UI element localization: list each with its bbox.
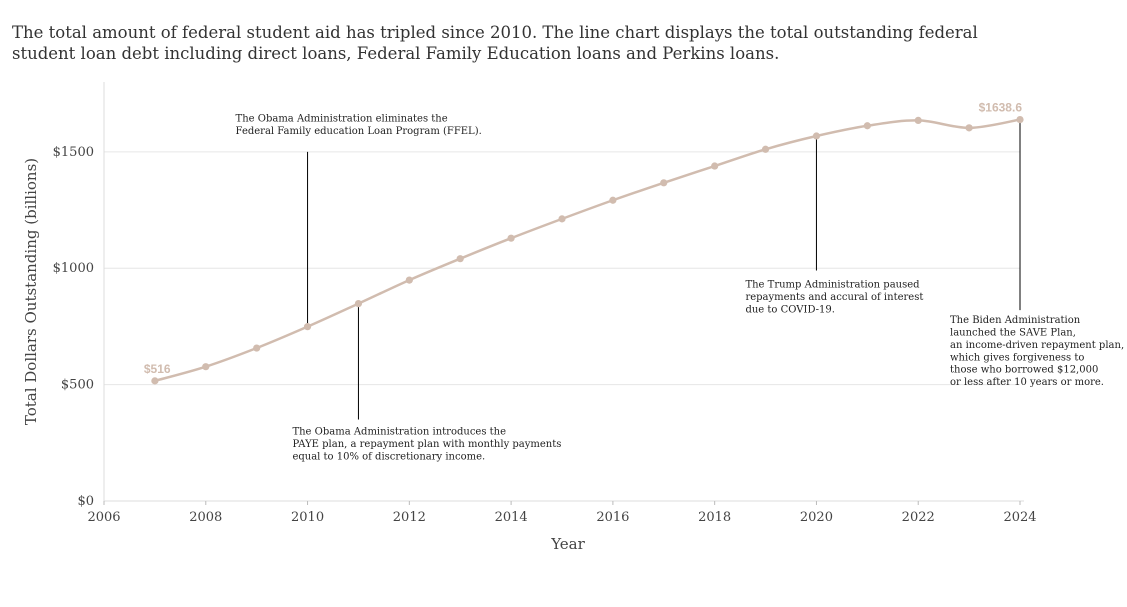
tick-labels: $0 $500 $1000 $1500 2006 2008 2010 2012 2014 2016… <box>53 145 1037 525</box>
data-point <box>507 234 515 242</box>
annotation-text: which gives forgiveness to <box>950 352 1084 363</box>
x-tick-label: 2014 <box>495 510 528 525</box>
point-value-label: $1638.6 <box>979 101 1023 115</box>
data-point <box>1016 115 1024 124</box>
point-labels: $516 $1638.6 <box>144 101 1022 376</box>
data-series <box>151 115 1024 385</box>
data-point <box>354 300 363 308</box>
x-tick-label: 2018 <box>698 510 731 525</box>
series-line <box>154 118 1021 383</box>
annotation-text: repayments and accural of interest <box>745 292 923 303</box>
annotation-text: equal to 10% of discretionary income. <box>292 451 485 462</box>
data-point <box>863 122 871 130</box>
annotation-text: The Biden Administration <box>950 315 1081 326</box>
annotation-text: The Trump Administration paused <box>745 280 920 291</box>
data-point <box>660 179 668 187</box>
x-tick-label: 2022 <box>902 510 935 525</box>
y-tick-label: $1000 <box>53 261 94 276</box>
data-point <box>558 215 566 223</box>
data-point <box>914 116 922 125</box>
data-point <box>202 363 210 371</box>
annotation-text: or less after 10 years or more. <box>950 377 1104 388</box>
x-axis-title: Year <box>550 535 585 553</box>
data-point <box>405 276 413 284</box>
annotation-text: due to COVID-19. <box>745 304 835 315</box>
x-tick-label: 2008 <box>189 510 222 525</box>
x-tick-label: 2020 <box>800 510 833 525</box>
annotation-text: launched the SAVE Plan, <box>950 328 1076 339</box>
y-tick-label: $1500 <box>53 145 94 160</box>
annotation-text: those who borrowed $12,000 <box>950 365 1098 376</box>
data-point <box>965 124 973 132</box>
chart-headline: The total amount of federal student aid … <box>12 23 978 63</box>
annotation-text: PAYE plan, a repayment plan with monthly… <box>292 439 561 450</box>
x-tick-label: 2024 <box>1003 510 1036 525</box>
annotation-text: The Obama Administration introduces the <box>292 427 506 438</box>
data-point <box>812 132 821 140</box>
annotation-text: The Obama Administration eliminates the <box>236 113 448 124</box>
y-axis-title: Total Dollars Outstanding (billions) <box>22 158 40 425</box>
data-point <box>711 162 719 170</box>
x-tick-label: 2016 <box>596 510 629 525</box>
annotation-text: an income-driven repayment plan, <box>950 340 1124 351</box>
axes <box>103 82 1024 505</box>
point-value-label: $516 <box>144 362 171 376</box>
x-tick-label: 2006 <box>87 510 120 525</box>
x-tick-label: 2012 <box>393 510 426 525</box>
data-point <box>303 323 312 331</box>
y-tick-label: $0 <box>77 494 94 509</box>
data-point <box>456 255 464 263</box>
x-tick-label: 2010 <box>291 510 324 525</box>
data-point <box>609 196 617 204</box>
annotations: The Obama Administration eliminates the F… <box>236 113 1125 462</box>
data-point <box>151 377 159 385</box>
annotation-text: Federal Family education Loan Program (F… <box>236 126 482 137</box>
gridlines <box>104 151 1020 386</box>
y-tick-label: $500 <box>61 378 94 393</box>
data-point <box>761 145 770 153</box>
data-point <box>253 344 261 352</box>
